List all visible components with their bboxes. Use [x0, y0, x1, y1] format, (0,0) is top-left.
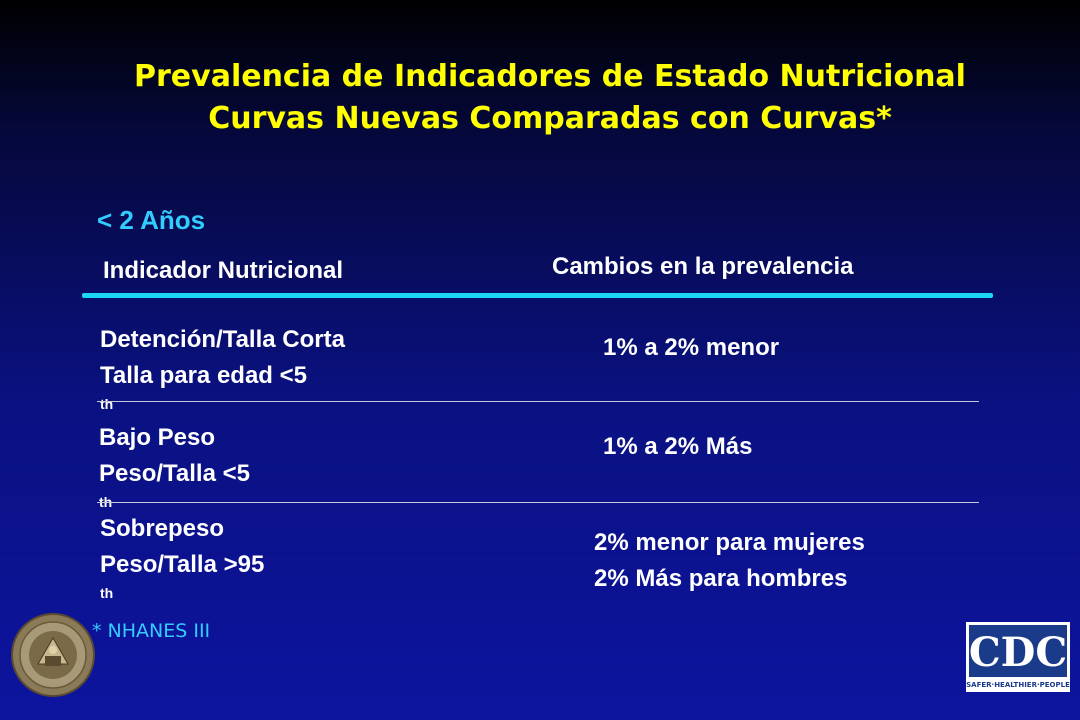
indicator-definition: Peso/Talla >95 th [100, 547, 264, 619]
change-cell-2: 1% a 2% Más [603, 429, 752, 465]
change-text: 2% Más para hombres [594, 565, 848, 592]
title-line-2-text: Curvas Nuevas Comparadas con Curvas [208, 101, 877, 136]
cdc-logo-icon: CDC SAFER·HEALTHIER·PEOPLE [966, 622, 1070, 692]
change-text: 1% a 2% Más [603, 433, 753, 460]
header-divider [82, 293, 993, 298]
slide-title: Prevalencia de Indicadores de Estado Nut… [0, 56, 1080, 140]
indicator-cell-2: Bajo Peso Peso/Talla <5 th [99, 420, 250, 528]
indicator-definition: Talla para edad <5 th [100, 358, 345, 430]
cdc-tagline: SAFER·HEALTHIER·PEOPLE [966, 681, 1070, 689]
indicator-superscript: th [100, 585, 114, 601]
indicator-cell-1: Detención/Talla Corta Talla para edad <5… [100, 322, 345, 430]
row-divider [97, 401, 979, 402]
indicator-name: Bajo Peso [99, 424, 216, 451]
indicator-name: Detención/Talla Corta [100, 326, 345, 353]
indicator-definition-text: Talla para edad <5 [100, 362, 307, 389]
indicator-definition-text: Peso/Talla <5 [99, 460, 250, 487]
age-group-label: < 2 Años [97, 205, 206, 235]
title-line-1: Prevalencia de Indicadores de Estado Nut… [134, 59, 966, 94]
change-text: 1% a 2% menor [603, 334, 780, 361]
indicator-name: Sobrepeso [100, 515, 225, 542]
university-seal-icon [11, 613, 95, 697]
change-cell-3: 2% menor para mujeres 2% Más para hombre… [594, 525, 865, 597]
row-divider [97, 502, 979, 503]
title-line-2: Curvas Nuevas Comparadas con Curvas* [0, 98, 1080, 140]
change-text: 2% menor para mujeres [594, 529, 865, 556]
cdc-logo-text: CDC [969, 629, 1067, 676]
indicator-definition-text: Peso/Talla >95 [100, 551, 265, 578]
title-asterisk: * [876, 101, 892, 136]
indicator-definition: Peso/Talla <5 th [99, 456, 250, 528]
change-cell-1: 1% a 2% menor [603, 330, 779, 366]
column-header-indicator: Indicador Nutricional [103, 257, 344, 284]
footnote: * NHANES III [92, 620, 211, 642]
indicator-cell-3: Sobrepeso Peso/Talla >95 th [100, 511, 264, 619]
indicator-superscript: th [100, 396, 114, 412]
column-header-changes: Cambios en la prevalencia [552, 253, 854, 280]
